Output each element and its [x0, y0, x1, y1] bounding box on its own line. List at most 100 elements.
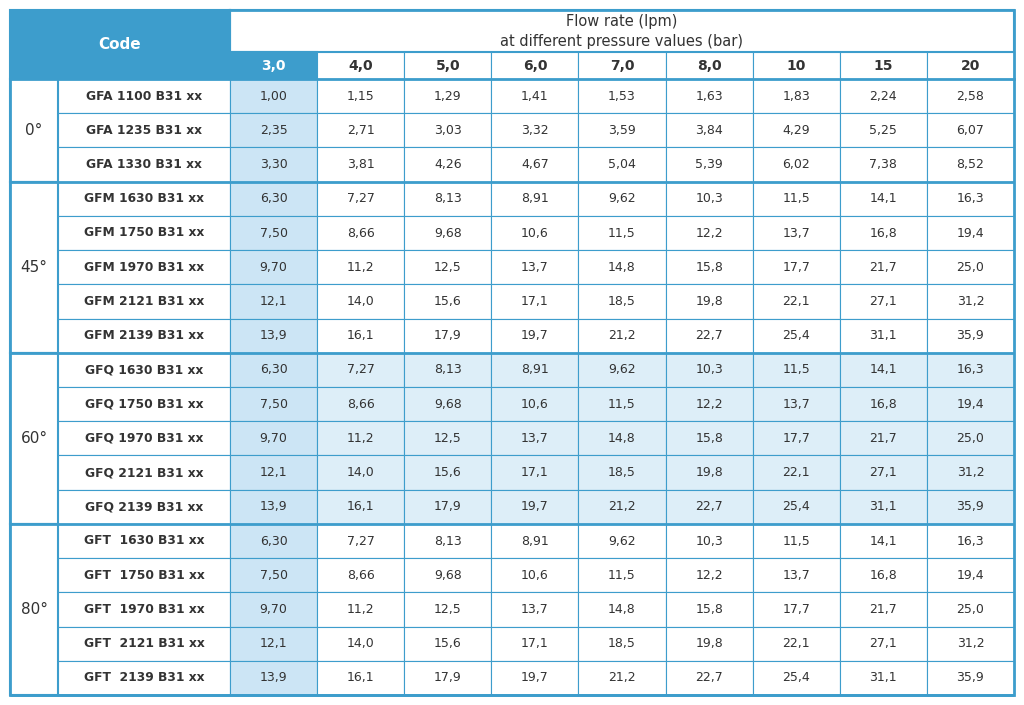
Text: 19,8: 19,8 [695, 637, 723, 650]
Bar [58, 627, 230, 661]
Bar [317, 250, 404, 284]
Bar [579, 250, 666, 284]
Text: 25,0: 25,0 [956, 261, 984, 274]
Text: 31,2: 31,2 [956, 295, 984, 308]
Text: 16,3: 16,3 [956, 534, 984, 548]
Bar [579, 558, 666, 592]
Text: 13,9: 13,9 [260, 671, 288, 685]
Bar [927, 52, 1014, 79]
Bar [492, 592, 579, 627]
Bar [840, 661, 927, 695]
Bar [927, 352, 1014, 387]
Bar [404, 182, 492, 216]
Bar [10, 10, 230, 79]
Bar [840, 52, 927, 79]
Text: 19,7: 19,7 [521, 329, 549, 342]
Text: 15,6: 15,6 [434, 295, 462, 308]
Text: 18,5: 18,5 [608, 466, 636, 479]
Bar [230, 387, 317, 421]
Text: GFQ 1750 B31 xx: GFQ 1750 B31 xx [85, 398, 203, 410]
Bar [404, 387, 492, 421]
Bar [317, 79, 404, 114]
Bar [58, 147, 230, 182]
Text: 1,63: 1,63 [695, 90, 723, 103]
Bar [753, 79, 840, 114]
Bar [404, 661, 492, 695]
Text: 9,70: 9,70 [260, 603, 288, 616]
Text: 21,7: 21,7 [869, 261, 897, 274]
Text: Code: Code [98, 37, 141, 52]
Bar [927, 661, 1014, 695]
Text: GFT  1970 B31 xx: GFT 1970 B31 xx [84, 603, 205, 616]
Text: 2,58: 2,58 [956, 90, 984, 103]
Bar [492, 455, 579, 490]
Bar [230, 421, 317, 455]
Bar [927, 319, 1014, 352]
Bar [927, 558, 1014, 592]
Text: 6,30: 6,30 [260, 534, 288, 548]
Bar [927, 387, 1014, 421]
Text: 31,1: 31,1 [869, 501, 897, 513]
Text: 4,26: 4,26 [434, 158, 462, 171]
Text: 0°: 0° [26, 123, 43, 138]
Text: 16,8: 16,8 [869, 569, 897, 582]
Text: 25,0: 25,0 [956, 432, 984, 445]
Bar [666, 661, 753, 695]
Text: 7,50: 7,50 [259, 226, 288, 240]
Text: 13,9: 13,9 [260, 329, 288, 342]
Bar [230, 558, 317, 592]
Text: 35,9: 35,9 [956, 501, 984, 513]
Text: 13,9: 13,9 [260, 501, 288, 513]
Bar [666, 79, 753, 114]
Bar [404, 490, 492, 524]
Text: 10,3: 10,3 [695, 363, 723, 376]
Bar [840, 627, 927, 661]
Bar [317, 52, 404, 79]
Text: 14,8: 14,8 [608, 261, 636, 274]
Text: 15,8: 15,8 [695, 432, 723, 445]
Bar [666, 421, 753, 455]
Text: 3,03: 3,03 [434, 124, 462, 137]
Bar [492, 421, 579, 455]
Bar [666, 52, 753, 79]
Text: 20: 20 [961, 59, 980, 73]
Text: 6,30: 6,30 [260, 363, 288, 376]
Bar [58, 558, 230, 592]
Text: GFT  1750 B31 xx: GFT 1750 B31 xx [84, 569, 205, 582]
Bar [317, 284, 404, 319]
Text: 8,66: 8,66 [347, 398, 375, 410]
Text: 3,30: 3,30 [260, 158, 288, 171]
Text: 21,7: 21,7 [869, 603, 897, 616]
Bar [317, 147, 404, 182]
Text: 6,30: 6,30 [260, 192, 288, 205]
Text: 18,5: 18,5 [608, 637, 636, 650]
Bar [492, 387, 579, 421]
Bar [579, 216, 666, 250]
Bar [230, 250, 317, 284]
Bar [840, 319, 927, 352]
Text: 16,8: 16,8 [869, 398, 897, 410]
Bar [492, 490, 579, 524]
Text: 14,1: 14,1 [869, 534, 897, 548]
Bar [230, 114, 317, 147]
Text: 14,0: 14,0 [347, 466, 375, 479]
Text: GFA 1100 B31 xx: GFA 1100 B31 xx [86, 90, 202, 103]
Text: 9,68: 9,68 [434, 398, 462, 410]
Bar [666, 490, 753, 524]
Text: 12,5: 12,5 [434, 432, 462, 445]
Text: GFQ 1970 B31 xx: GFQ 1970 B31 xx [85, 432, 203, 445]
Text: 19,7: 19,7 [521, 501, 549, 513]
Text: 6,02: 6,02 [782, 158, 810, 171]
Bar [230, 52, 317, 79]
Bar [10, 524, 58, 695]
Text: 13,7: 13,7 [782, 569, 810, 582]
Text: 12,5: 12,5 [434, 261, 462, 274]
Text: 7,27: 7,27 [347, 534, 375, 548]
Text: 19,4: 19,4 [956, 226, 984, 240]
Bar [317, 319, 404, 352]
Text: 25,0: 25,0 [956, 603, 984, 616]
Bar [579, 455, 666, 490]
Text: 31,1: 31,1 [869, 329, 897, 342]
Text: 9,62: 9,62 [608, 192, 636, 205]
Bar [58, 284, 230, 319]
